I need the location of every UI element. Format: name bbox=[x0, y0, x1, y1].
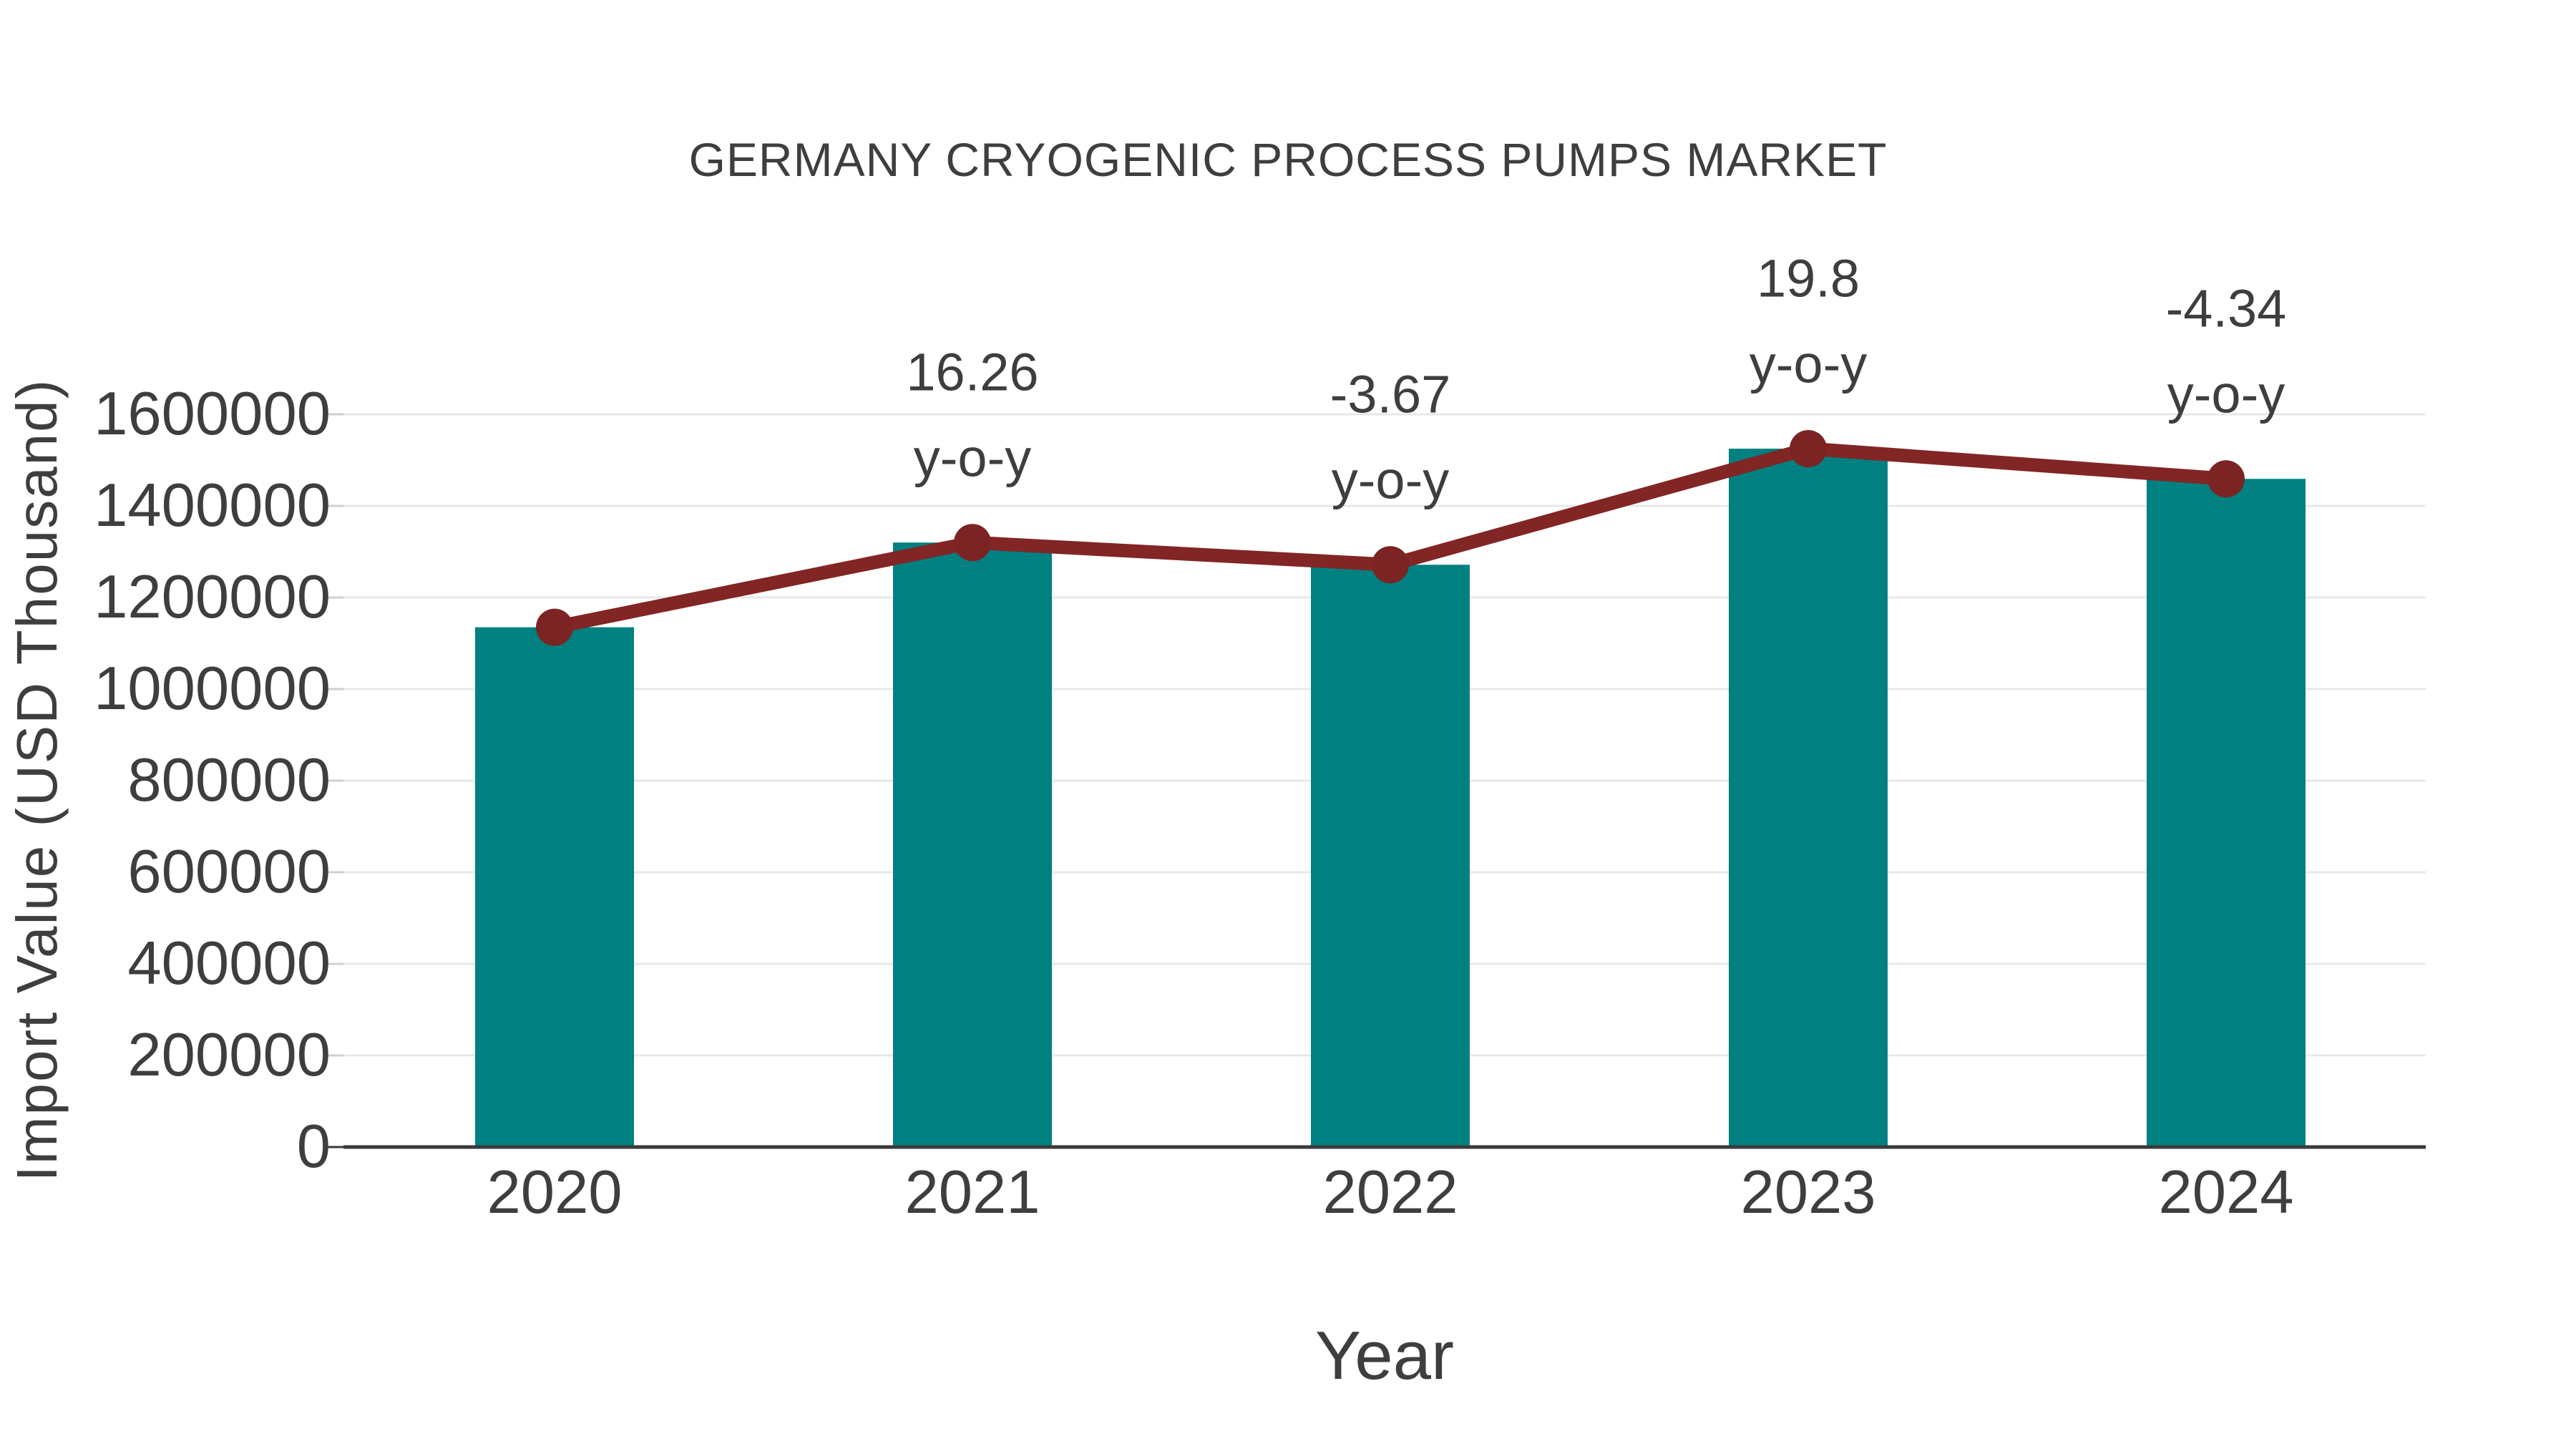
y-tick-label: 1000000 bbox=[94, 655, 331, 723]
x-tick-label-2024: 2024 bbox=[2158, 1158, 2294, 1226]
y-tick-label: 400000 bbox=[127, 930, 331, 997]
x-tick-label-2023: 2023 bbox=[1740, 1158, 1876, 1226]
y-tick-label: 1600000 bbox=[94, 380, 331, 448]
annotation-label-2021: y-o-y bbox=[913, 428, 1032, 488]
annotation-label-2023: y-o-y bbox=[1749, 334, 1868, 394]
marker-2023 bbox=[1790, 430, 1827, 467]
y-tick-label: 1200000 bbox=[94, 563, 331, 631]
annotation-value-2022: -3.67 bbox=[1330, 364, 1451, 424]
marker-2022 bbox=[1372, 546, 1409, 584]
bar-2024 bbox=[2147, 479, 2306, 1147]
x-tick-label-2022: 2022 bbox=[1322, 1158, 1458, 1226]
x-axis-title: Year bbox=[1315, 1317, 1454, 1394]
y-tick-label: 600000 bbox=[127, 838, 331, 906]
bar-2022 bbox=[1311, 565, 1470, 1147]
y-tick-label: 200000 bbox=[127, 1021, 331, 1089]
y-tick-label: 0 bbox=[296, 1113, 331, 1181]
y-tick-label: 1400000 bbox=[94, 472, 331, 540]
annotation-value-2023: 19.8 bbox=[1756, 248, 1860, 308]
bar-2021 bbox=[893, 542, 1052, 1147]
bar-2020 bbox=[475, 627, 634, 1147]
chart-title: GERMANY CRYOGENIC PROCESS PUMPS MARKET bbox=[688, 133, 1888, 186]
annotation-label-2022: y-o-y bbox=[1331, 450, 1450, 510]
annotation-value-2024: -4.34 bbox=[2165, 278, 2287, 338]
marker-2024 bbox=[2207, 460, 2245, 498]
x-tick-label-2021: 2021 bbox=[904, 1158, 1040, 1226]
marker-2020 bbox=[536, 608, 573, 646]
annotation-label-2024: y-o-y bbox=[2167, 364, 2285, 424]
annotation-value-2021: 16.26 bbox=[906, 342, 1039, 402]
x-tick-label-2020: 2020 bbox=[487, 1158, 623, 1226]
y-tick-label: 800000 bbox=[127, 746, 331, 814]
bar-2023 bbox=[1729, 449, 1888, 1147]
marker-2021 bbox=[954, 524, 991, 562]
